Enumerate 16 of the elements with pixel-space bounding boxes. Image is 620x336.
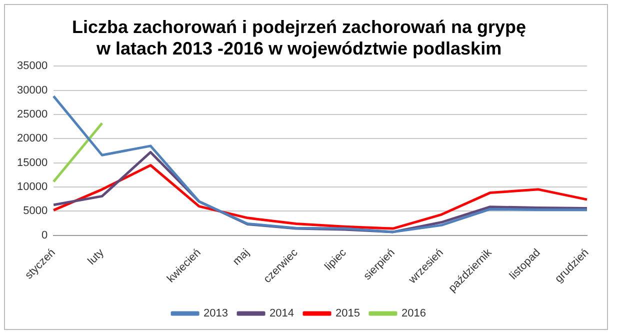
text: w latach 2013 -2016 w województwie podlaskim bbox=[96, 38, 502, 58]
y-tick-label: 35000 bbox=[16, 60, 48, 72]
legend-label: 2016 bbox=[401, 308, 426, 320]
legend-label: 2013 bbox=[204, 308, 228, 320]
y-tick-label: 5000 bbox=[23, 205, 48, 218]
text: Liczba zachorowań i podejrzeń zachorowań na grypę bbox=[72, 16, 526, 37]
x-tick-label: luty bbox=[86, 246, 107, 268]
x-tick-label: maj bbox=[230, 246, 252, 268]
legend-label: 2015 bbox=[336, 308, 360, 320]
y-tick-label: 0 bbox=[41, 229, 48, 242]
y-tick-label: 25000 bbox=[16, 108, 48, 121]
y-tick-label: 30000 bbox=[16, 84, 48, 96]
legend-label: 2014 bbox=[270, 308, 294, 320]
y-tick-label: 15000 bbox=[16, 156, 48, 169]
y-tick-label: 20000 bbox=[16, 132, 48, 145]
y-tick-label: 10000 bbox=[16, 181, 48, 194]
